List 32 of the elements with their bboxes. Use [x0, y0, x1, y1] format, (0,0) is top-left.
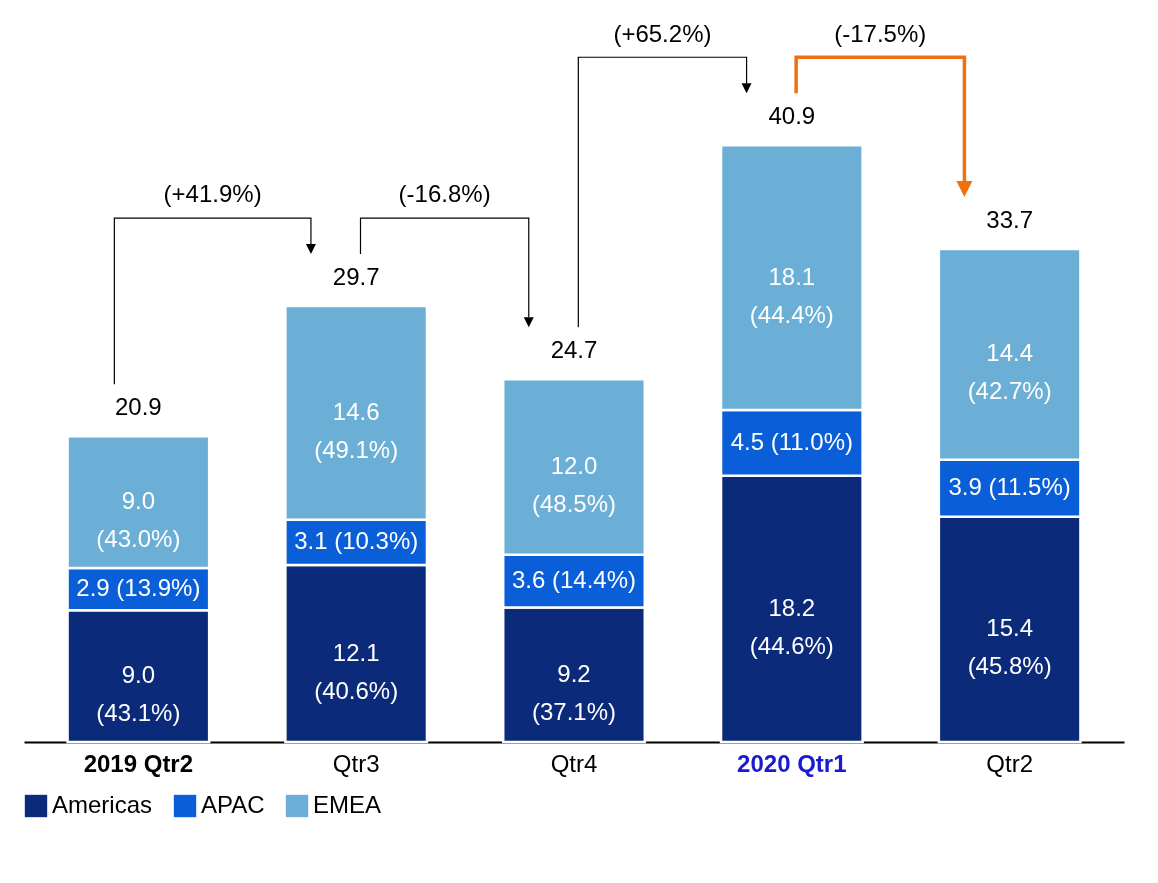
text: (-17.5%): [834, 19, 927, 47]
total-label: 20.9: [115, 393, 162, 421]
total-label: 33.7: [986, 206, 1033, 234]
data-label: 4.5 (11.0%): [730, 427, 853, 455]
data-label: 12.0 (48.5%): [531, 452, 617, 518]
total-label: 24.7: [550, 336, 598, 364]
data-label: 2.9 (13.9%): [76, 574, 201, 602]
legend-label: EMEA: [313, 791, 382, 818]
total-label: 40.9: [768, 102, 816, 130]
data-label: 14.4 (42.7%): [967, 339, 1052, 405]
text: (+65.2%): [613, 19, 712, 47]
data-label: 3.9 (11.5%): [948, 473, 1071, 501]
data-label: 15.4 (45.8%): [967, 614, 1052, 680]
x-tick-label: Qtr3: [332, 749, 380, 777]
x-tick-label: 2020 Qtr1: [737, 749, 847, 777]
data-label: 14.6 (49.1%): [314, 397, 399, 463]
data-label: 3.1 (10.3%): [294, 527, 419, 555]
data-label: 12.1 (40.6%): [314, 638, 399, 704]
data-label: 18.1 (44.4%): [749, 262, 834, 328]
data-label: 9.0 (43.0%): [96, 487, 181, 553]
x-tick-label: 2019 Qtr2: [83, 749, 194, 777]
annotation: (-16.8%): [398, 180, 491, 208]
annotation: (+41.9%): [163, 180, 262, 208]
x-tick-label: Qtr4: [550, 749, 598, 777]
legend-label: Americas: [52, 791, 153, 818]
data-label: 18.2 (44.6%): [749, 593, 834, 659]
data-label: 9.0 (43.1%): [96, 661, 181, 727]
legend-label: APAC: [201, 791, 265, 818]
total-label: 29.7: [332, 263, 380, 291]
data-label: 9.2 (37.1%): [531, 659, 617, 725]
x-tick-label: Qtr2: [986, 749, 1033, 777]
data-label: 3.6 (14.4%): [511, 566, 637, 594]
